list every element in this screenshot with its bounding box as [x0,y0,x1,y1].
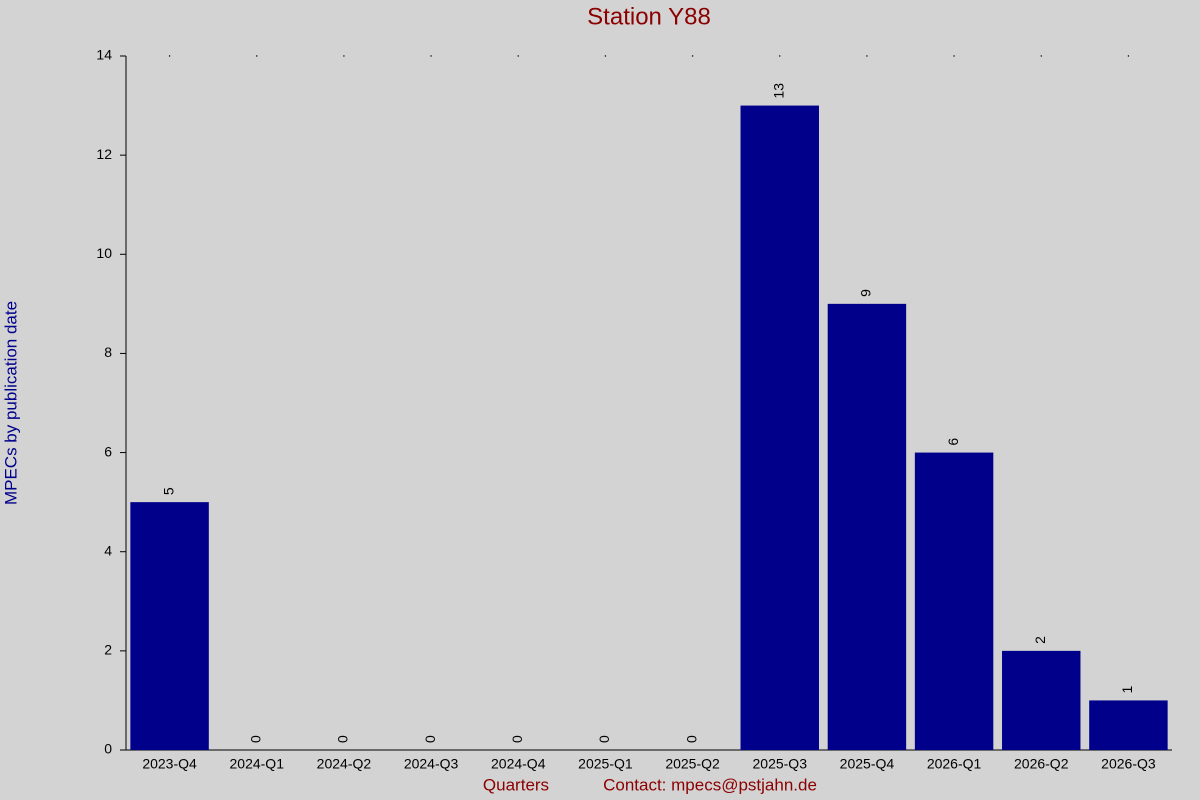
y-tick-label: 8 [104,344,112,360]
x-tick-label: 2024-Q2 [317,756,372,772]
contact-note: Contact: mpecs@pstjahn.de [603,775,817,794]
top-tick-dot [1040,55,1042,57]
y-tick-label: 2 [104,642,112,658]
value-label: 9 [858,289,874,297]
value-label: 0 [596,735,612,743]
top-tick-dot [691,55,694,57]
top-tick-dot [256,55,258,57]
y-tick-label: 14 [96,47,112,63]
y-tick-label: 12 [96,146,112,162]
x-tick-label: 2024-Q4 [491,756,546,772]
value-label: 0 [247,735,263,743]
value-label: 0 [335,735,351,743]
top-tick-dot [604,55,607,57]
top-tick-dot [1127,55,1130,57]
top-tick-dot [953,55,955,57]
top-tick-dot [779,55,781,57]
x-tick-label: 2025-Q1 [578,756,633,772]
y-tick-label: 10 [96,245,112,261]
value-label: 6 [945,438,961,446]
value-label: 5 [160,487,176,495]
bar [130,502,209,750]
x-axis-label: Quarters [483,775,549,794]
bar [914,452,994,750]
y-tick-label: 6 [104,443,112,459]
x-tick-label: 2026-Q1 [927,756,982,772]
x-tick-label: 2026-Q2 [1014,756,1069,772]
x-tick-label: 2025-Q3 [753,756,808,772]
value-label: 0 [509,735,525,743]
bar [740,105,819,751]
y-axis-label: MPECs by publication date [1,301,20,505]
value-label: 13 [770,83,786,99]
x-tick-label: 2026-Q3 [1101,756,1156,772]
bar [1089,700,1168,750]
top-tick-dot [866,55,868,57]
value-label: 0 [683,735,699,743]
y-tick-label: 0 [104,741,112,757]
top-tick-dot [517,55,519,57]
x-tick-label: 2025-Q2 [665,756,720,772]
top-tick-dot [343,55,345,57]
value-label: 2 [1032,636,1048,644]
top-tick-dot [168,55,171,57]
bar [827,303,907,750]
top-tick-dot [430,55,432,57]
x-tick-label: 2023-Q4 [142,756,197,772]
value-label: 0 [422,735,438,743]
x-tick-label: 2024-Q1 [230,756,285,772]
x-tick-label: 2024-Q3 [404,756,459,772]
chart-title: Station Y88 [587,3,711,30]
x-tick-label: 2025-Q4 [840,756,895,772]
bar [1002,650,1081,750]
value-label: 1 [1119,685,1135,693]
y-tick-label: 4 [104,542,112,558]
